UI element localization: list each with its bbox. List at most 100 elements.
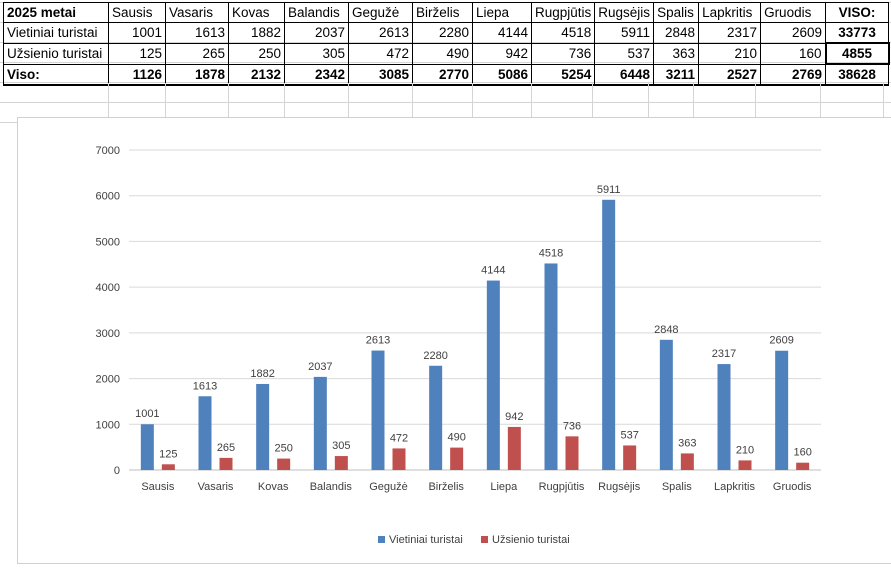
bar-uzsienio [796,462,810,470]
value-cell[interactable]: 2609 [760,22,827,44]
value-cell[interactable]: 125 [108,42,166,65]
value-cell[interactable]: 210 [698,42,762,65]
y-tick-label: 6000 [96,191,120,203]
data-label: 125 [159,448,177,460]
x-tick-label: Rugsėjis [598,481,641,493]
data-label: 472 [390,432,408,444]
value-cell[interactable]: 2770 [412,63,473,86]
month-header[interactable]: Birželis [412,2,473,23]
bar-vietiniai [602,199,616,470]
month-header[interactable]: Kovas [228,2,285,23]
value-cell[interactable]: 4144 [472,22,532,44]
legend-swatch [378,536,385,543]
grid-line [228,83,229,118]
value-cell[interactable]: 2037 [284,22,349,44]
grid-line [412,83,413,118]
month-header[interactable]: Spalis [653,2,700,23]
legend-label: Užsienio turistai [492,534,570,546]
data-label: 5911 [597,184,621,196]
grid-line [592,83,593,118]
grid-line [820,83,821,118]
value-cell[interactable]: 6448 [594,63,655,86]
y-tick-label: 2000 [96,374,120,386]
month-header[interactable]: Lapkritis [698,2,762,23]
bar-uzsienio [392,448,406,470]
data-label: 4144 [481,265,505,277]
table-row: Viso: 1126 1878 2132 2342 3085 2770 5086 5254 644… [3,63,890,86]
row-total-cell[interactable]: 33773 [825,22,890,44]
x-tick-label: Sausis [141,481,175,493]
value-cell[interactable]: 3085 [348,63,413,86]
data-label: 2609 [769,335,793,347]
data-label: 1001 [135,408,159,420]
bar-uzsienio [277,458,291,470]
data-label: 537 [620,429,638,441]
grid-line [165,83,166,118]
value-cell[interactable]: 5086 [472,63,532,86]
value-cell[interactable]: 160 [760,42,827,65]
value-cell[interactable]: 537 [594,42,655,65]
value-cell[interactable]: 305 [284,42,349,65]
bar-uzsienio [161,464,175,470]
row-total-cell[interactable]: 38628 [825,63,890,86]
value-cell[interactable]: 2317 [698,22,762,44]
value-cell[interactable]: 472 [348,42,413,65]
bar-chart[interactable]: 0 1000 2000 3000 4000 5000 6000 7000 Sausis 1001 1… [17,117,891,564]
bar-vietiniai [486,280,500,470]
grid-line [284,83,285,118]
value-cell[interactable]: 363 [653,42,700,65]
row-label[interactable]: Užsienio turistai [3,42,109,65]
total-header[interactable]: VISO: [825,2,890,23]
value-cell[interactable]: 5911 [594,22,655,44]
value-cell[interactable]: 1126 [108,63,166,86]
month-header[interactable]: Liepa [472,2,532,23]
x-tick-label: Spalis [662,481,692,493]
value-cell[interactable]: 3211 [653,63,700,86]
bar-uzsienio [507,426,521,470]
data-table: 2025 metai Sausis Vasaris Kovas Balandis Gegu… [3,2,890,86]
bar-vietiniai [429,365,443,470]
value-cell[interactable]: 265 [165,42,229,65]
table-row: Užsienio turistai 125 265 250 305 472 490 942 73… [3,42,890,65]
value-cell[interactable]: 942 [472,42,532,65]
value-cell[interactable]: 4518 [530,22,596,44]
row-label[interactable]: Vietiniai turistai [3,22,109,44]
value-cell[interactable]: 2527 [698,63,762,86]
y-tick-label: 0 [114,465,120,477]
row-label[interactable]: Viso: [3,63,109,86]
value-cell[interactable]: 736 [530,42,596,65]
value-cell[interactable]: 5254 [530,63,596,86]
value-cell[interactable]: 1613 [165,22,229,44]
value-cell[interactable]: 1001 [108,22,166,44]
month-header[interactable]: Sausis [108,2,166,23]
grid-line [348,83,349,118]
grid-line [472,83,473,118]
value-cell[interactable]: 1882 [228,22,285,44]
data-label: 250 [274,443,292,455]
bar-uzsienio [450,447,464,470]
y-tick-label: 4000 [96,282,120,294]
bar-vietiniai [775,350,789,470]
x-tick-label: Balandis [310,481,353,493]
value-cell[interactable]: 2342 [284,63,349,86]
value-cell[interactable]: 2613 [348,22,413,44]
row-total-cell[interactable]: 4855 [824,42,890,65]
bar-vietiniai [659,339,673,470]
month-header[interactable]: Vasaris [165,2,229,23]
value-cell[interactable]: 250 [228,42,285,65]
value-cell[interactable]: 490 [412,42,473,65]
bar-uzsienio [738,460,752,470]
value-cell[interactable]: 1878 [165,63,229,86]
corner-cell[interactable]: 2025 metai [3,2,109,23]
month-header[interactable]: Gegužė [348,2,413,23]
value-cell[interactable]: 2769 [760,63,827,86]
month-header[interactable]: Rugsėjis [594,2,655,23]
month-header[interactable]: Gruodis [760,2,827,23]
value-cell[interactable]: 2848 [653,22,700,44]
x-tick-label: Birželis [428,481,464,493]
value-cell[interactable]: 2280 [412,22,473,44]
month-header[interactable]: Rugpjūtis [530,2,596,23]
month-header[interactable]: Balandis [284,2,349,23]
value-cell[interactable]: 2132 [228,63,285,86]
data-label: 265 [217,442,235,454]
